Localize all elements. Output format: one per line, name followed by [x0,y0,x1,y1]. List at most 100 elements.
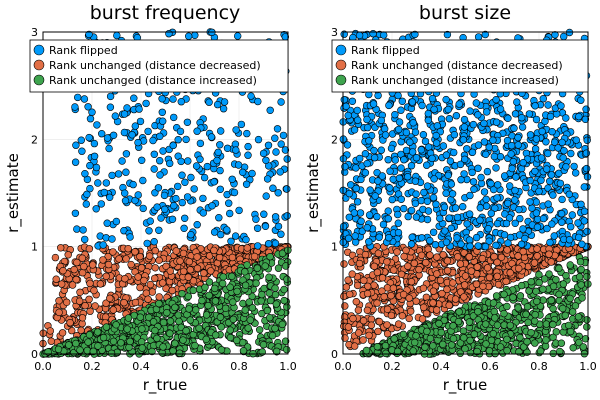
scatter-point [472,99,480,107]
scatter-point [271,291,280,299]
scatter-point [439,142,448,150]
scatter-point [360,276,368,285]
scatter-point [355,31,364,40]
scatter-point [138,325,146,333]
scatter-point [344,276,352,284]
scatter-point [377,146,385,154]
scatter-point [219,279,227,288]
scatter-point [429,228,438,237]
scatter-point [353,281,362,290]
scatter-point [385,101,393,110]
scatter-point [474,111,482,119]
scatter-point [511,219,519,228]
scatter-point [428,94,437,103]
scatter-point [134,273,142,281]
scatter-point [582,164,591,173]
scatter-point [272,300,280,308]
scatter-point [252,215,260,223]
scatter-point [62,298,71,306]
scatter-point [219,273,227,281]
scatter-point [450,148,458,157]
scatter-point [362,346,371,355]
scatter-point [395,125,403,134]
scatter-point [232,126,240,134]
scatter-point [483,108,491,116]
scatter-point [519,225,527,233]
x-axis-label: r_true [143,376,187,395]
scatter-point [519,247,527,256]
scatter-point [546,238,554,247]
scatter-point [546,112,555,121]
scatter-point [153,334,161,342]
scatter-point [232,146,240,154]
scatter-point [106,103,115,111]
scatter-point [548,128,556,136]
scatter-point [461,281,469,289]
scatter-point [469,120,478,129]
scatter-point [211,284,219,293]
scatter-point [549,282,558,291]
scatter-point [165,30,173,38]
scatter-point [474,164,482,173]
scatter-point [77,326,85,334]
scatter-point [352,164,360,172]
scatter-point [443,257,452,265]
x-tick-label: 0.4 [432,360,450,373]
scatter-point [264,141,273,150]
scatter-point [455,308,463,316]
scatter-point [64,251,72,259]
scatter-point [274,264,283,272]
scatter-point [420,303,428,312]
scatter-point [489,136,497,144]
scatter-point [514,133,522,142]
scatter-point [518,123,527,131]
scatter-point [339,222,348,231]
scatter-point [407,240,416,248]
scatter-point [283,212,291,220]
scatter-point [433,270,441,278]
scatter-point [151,274,159,283]
scatter-point [541,342,550,350]
scatter-point [374,249,383,258]
scatter-point [445,214,453,222]
scatter-point [386,184,394,192]
scatter-point [124,245,132,253]
scatter-point [492,95,500,104]
scatter-point [264,240,273,248]
scatter-point [580,183,588,191]
scatter-point [559,154,567,162]
scatter-point [100,188,109,197]
scatter-point [92,205,100,213]
scatter-point [187,173,195,182]
scatter-point [348,97,357,106]
scatter-point [210,228,219,236]
scatter-point [400,252,408,261]
x-tick-label: 0.2 [383,360,401,373]
scatter-point [158,108,167,117]
scatter-point [411,128,420,136]
scatter-point [277,98,285,106]
y-tick-label: 2 [31,133,38,146]
legend-entry: Rank unchanged (distance increased) [351,74,559,87]
scatter-point [565,236,574,244]
scatter-point [99,333,108,342]
scatter-point [94,179,102,187]
scatter-point [407,206,416,215]
scatter-point [361,250,370,259]
scatter-point [395,118,404,126]
scatter-point [423,197,432,206]
scatter-point [532,198,540,206]
scatter-point [70,265,78,274]
scatter-point [219,104,228,113]
scatter-point [365,331,373,340]
scatter-point [428,154,436,163]
scatter-point [71,209,80,218]
scatter-point [397,106,405,114]
scatter-point [359,336,367,344]
scatter-point [531,311,539,319]
scatter-point [263,175,272,183]
scatter-point [466,107,474,115]
scatter-point [459,203,467,211]
scatter-point [179,336,187,344]
scatter-point [193,253,201,261]
